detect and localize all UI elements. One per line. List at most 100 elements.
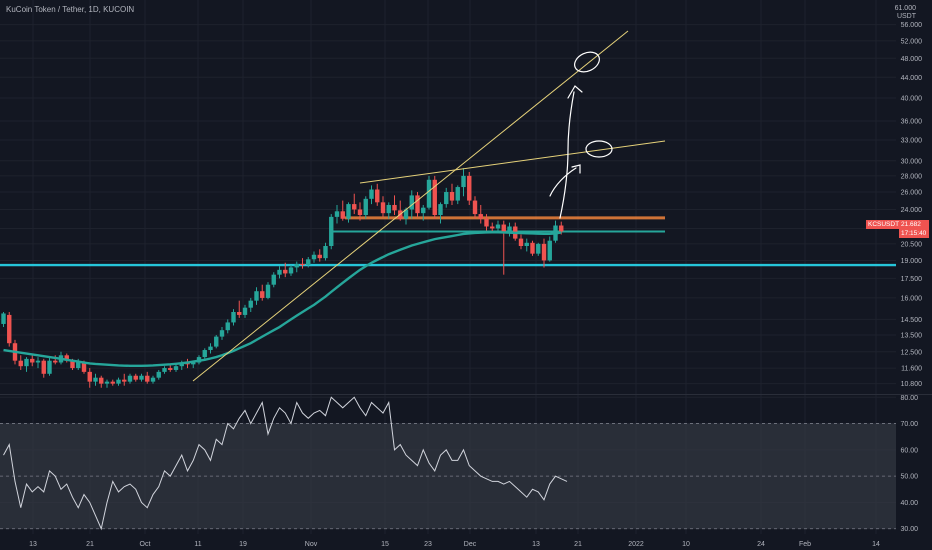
price-tick-label: 48.000 — [901, 56, 923, 63]
candle-body — [214, 337, 218, 347]
price-tick-label: 44.000 — [901, 75, 923, 82]
candle-body — [312, 255, 316, 260]
rsi-tick-label: 30.00 — [900, 526, 918, 533]
time-tick-label: Dec — [464, 541, 477, 548]
candle-body — [375, 190, 379, 203]
candle-body — [88, 372, 92, 382]
candle-body — [323, 246, 327, 258]
time-tick-label: 15 — [381, 541, 389, 548]
candle-body — [392, 205, 396, 210]
candle-body — [24, 359, 28, 366]
candle-body — [335, 211, 339, 217]
price-tick-label: 19.000 — [901, 258, 923, 265]
candle-body — [266, 285, 270, 298]
time-tick-label: Oct — [140, 541, 151, 548]
candle-body — [220, 330, 224, 336]
price-tick-label: 40.000 — [901, 96, 923, 103]
candle-body — [479, 214, 483, 219]
price-tick-label: 28.000 — [901, 173, 923, 180]
candle-body — [410, 195, 414, 209]
time-tick-label: Nov — [305, 541, 318, 548]
candle-body — [387, 205, 391, 213]
candle-body — [42, 361, 46, 374]
rsi-tick-label: 70.00 — [900, 421, 918, 428]
candle-body — [444, 192, 448, 204]
candle-body — [157, 372, 161, 378]
candle-body — [208, 347, 212, 350]
rsi-tick-label: 60.00 — [900, 447, 918, 454]
countdown-tag: 17:15:40 — [899, 229, 929, 238]
candle-body — [536, 244, 540, 254]
price-tick-label: 12.500 — [901, 349, 923, 356]
candle-body — [283, 270, 287, 274]
candle-body — [358, 209, 362, 215]
candle-body — [530, 243, 534, 254]
price-tick-label: 33.000 — [901, 138, 923, 145]
rsi-tick-label: 40.00 — [900, 500, 918, 507]
candle-body — [525, 243, 529, 246]
candle-body — [341, 211, 345, 218]
price-axis-top-label: 61.000 — [895, 5, 916, 13]
candle-body — [496, 225, 500, 229]
candle-body — [47, 361, 51, 374]
candle-body — [53, 361, 57, 363]
price-axis-unit: 61.000 USDT — [895, 5, 916, 21]
price-tick-label: 20.500 — [901, 241, 923, 248]
candle-body — [542, 244, 546, 261]
time-tick-label: 24 — [757, 541, 765, 548]
candle-body — [519, 239, 523, 246]
candle-body — [490, 226, 494, 228]
candle-body — [381, 202, 385, 213]
candle-body — [1, 313, 5, 323]
candle-body — [145, 376, 149, 382]
candle-body — [369, 190, 373, 199]
candle-body — [93, 378, 97, 382]
candle-body — [352, 204, 356, 209]
candle-body — [36, 361, 40, 363]
price-tick-label: 11.600 — [901, 366, 922, 373]
candle-body — [122, 380, 126, 382]
time-tick-label: 19 — [239, 541, 247, 548]
time-tick-label: 23 — [424, 541, 432, 548]
candle-body — [105, 382, 109, 384]
price-tick-label: 24.000 — [901, 207, 923, 214]
candle-body — [484, 219, 488, 227]
time-tick-label: 13 — [29, 541, 37, 548]
price-tick-label: 56.000 — [901, 22, 923, 29]
candle-body — [30, 359, 34, 363]
candle-body — [7, 315, 11, 343]
candle-body — [19, 361, 23, 367]
candle-body — [76, 363, 80, 369]
time-tick-label: Feb — [799, 541, 811, 548]
candle-body — [364, 199, 368, 215]
candle-body — [99, 378, 103, 384]
candle-body — [450, 192, 454, 201]
candle-body — [226, 322, 230, 330]
candle-body — [415, 195, 419, 213]
price-tick-label: 30.000 — [901, 158, 923, 165]
candle-body — [260, 291, 264, 298]
candle-body — [421, 208, 425, 213]
candle-body — [559, 226, 563, 232]
rsi-tick-label: 80.00 — [900, 395, 918, 402]
candle-body — [162, 368, 166, 372]
candle-body — [254, 291, 258, 300]
candle-body — [174, 366, 178, 370]
candle-body — [329, 217, 333, 246]
candle-body — [456, 187, 460, 201]
price-tick-label: 17.500 — [901, 276, 923, 283]
rsi-tick-label: 50.00 — [900, 474, 918, 481]
candle-body — [438, 204, 442, 215]
candle-body — [203, 350, 207, 357]
time-tick-label: 13 — [532, 541, 540, 548]
candle-body — [243, 308, 247, 315]
candle-body — [168, 368, 172, 370]
candle-body — [548, 241, 552, 261]
candle-body — [237, 312, 241, 315]
candle-body — [300, 264, 304, 265]
price-tag: 21.682 — [899, 220, 929, 229]
candle-body — [134, 376, 138, 380]
time-tick-label: 10 — [682, 541, 690, 548]
price-tick-label: 52.000 — [901, 38, 923, 45]
